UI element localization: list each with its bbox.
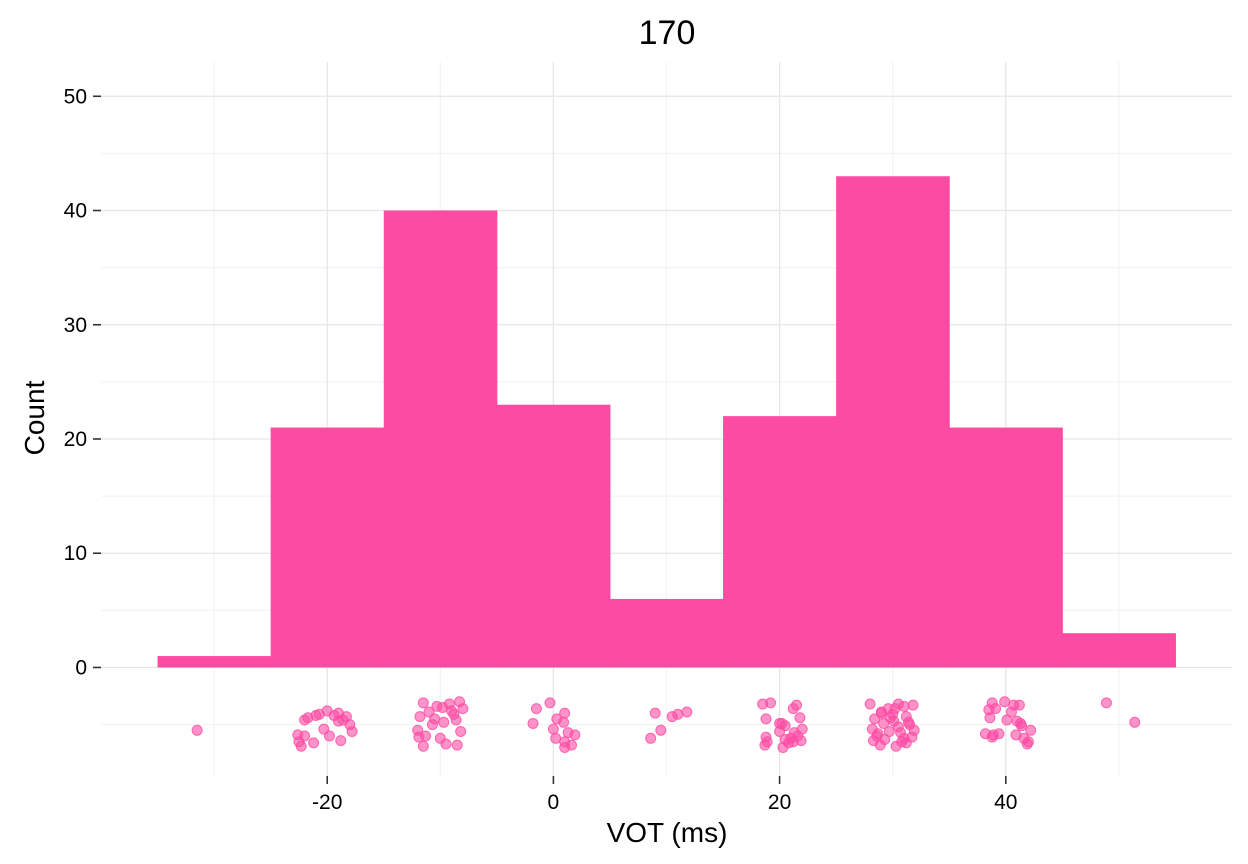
data-point: [889, 703, 901, 715]
data-point: [446, 705, 458, 717]
data-point: [900, 737, 912, 749]
data-point: [550, 732, 562, 744]
data-point: [1100, 697, 1112, 709]
data-point: [869, 713, 881, 725]
y-tick-label: 20: [64, 428, 87, 451]
histogram-bars: [157, 176, 1176, 668]
histogram-bar: [1062, 633, 1176, 668]
data-point: [191, 724, 203, 736]
y-tick-label: 10: [64, 542, 87, 565]
y-tick-label: 0: [75, 656, 87, 679]
histogram-bar: [609, 598, 724, 668]
data-point: [999, 696, 1011, 708]
x-tick-label: -20: [312, 791, 342, 814]
data-point: [413, 731, 425, 743]
data-point: [318, 723, 330, 735]
y-axis-title: Count: [19, 380, 50, 455]
data-point: [417, 740, 429, 752]
data-point: [761, 736, 773, 748]
data-point: [335, 735, 347, 747]
data-point: [292, 729, 304, 741]
data-point: [558, 716, 570, 728]
x-axis-title: VOT (ms): [607, 817, 728, 848]
data-point: [898, 700, 910, 712]
data-point: [569, 729, 581, 741]
data-point: [903, 716, 915, 728]
data-point: [1025, 724, 1037, 736]
data-point: [645, 732, 657, 744]
jitter-points: [191, 696, 1141, 753]
data-point: [437, 701, 449, 713]
data-point: [417, 697, 429, 709]
data-point: [308, 737, 320, 749]
data-point: [796, 723, 808, 735]
data-point: [328, 709, 340, 721]
data-point: [794, 712, 806, 724]
data-point: [649, 707, 661, 719]
y-tick-label: 50: [64, 85, 87, 108]
data-point: [892, 721, 904, 733]
data-point: [795, 735, 807, 747]
data-point: [864, 698, 876, 710]
data-point: [434, 732, 446, 744]
data-point: [987, 729, 999, 741]
data-point: [414, 711, 426, 723]
y-axis: 0 10 20 30 40 50: [64, 85, 101, 679]
data-point: [1013, 699, 1025, 711]
histogram-bar: [270, 427, 385, 668]
data-point: [429, 713, 441, 725]
histogram-bar: [157, 656, 272, 668]
data-point: [884, 712, 896, 724]
chart-title: 170: [639, 14, 696, 52]
x-tick-label: 40: [994, 791, 1017, 814]
data-point: [1015, 717, 1027, 729]
data-point: [313, 708, 325, 720]
data-point: [681, 706, 693, 718]
data-point: [438, 716, 450, 728]
data-point: [544, 697, 556, 709]
data-point: [450, 714, 462, 726]
data-point: [760, 713, 772, 725]
data-point: [655, 724, 667, 736]
data-point: [907, 699, 919, 711]
histogram-bar: [496, 404, 611, 668]
data-point: [1129, 716, 1141, 728]
data-point: [867, 735, 879, 747]
data-point: [1005, 706, 1017, 718]
data-point: [457, 703, 469, 715]
data-point: [455, 725, 467, 737]
x-tick-label: 20: [768, 791, 791, 814]
data-point: [774, 717, 786, 729]
data-point: [787, 703, 799, 715]
grid: [101, 62, 1232, 776]
histogram-bar: [723, 416, 837, 668]
data-point: [875, 706, 887, 718]
data-point: [1022, 736, 1034, 748]
data-point: [302, 712, 314, 724]
x-tick-label: 0: [548, 791, 560, 814]
data-point: [984, 712, 996, 724]
histogram-bar: [383, 210, 498, 668]
data-point: [451, 739, 463, 751]
data-point: [990, 703, 1002, 715]
data-point: [346, 725, 358, 737]
data-point: [547, 723, 559, 735]
data-point: [783, 737, 795, 749]
data-point: [527, 717, 539, 729]
x-axis: -20 0 20 40: [312, 776, 1017, 814]
y-tick-label: 30: [64, 314, 87, 337]
data-point: [337, 714, 349, 726]
data-point: [672, 708, 684, 720]
histogram-bar: [949, 427, 1063, 668]
histogram-bar: [836, 176, 950, 668]
data-point: [530, 703, 542, 715]
data-point: [559, 741, 571, 753]
data-point: [765, 697, 777, 709]
y-tick-label: 40: [64, 200, 87, 223]
